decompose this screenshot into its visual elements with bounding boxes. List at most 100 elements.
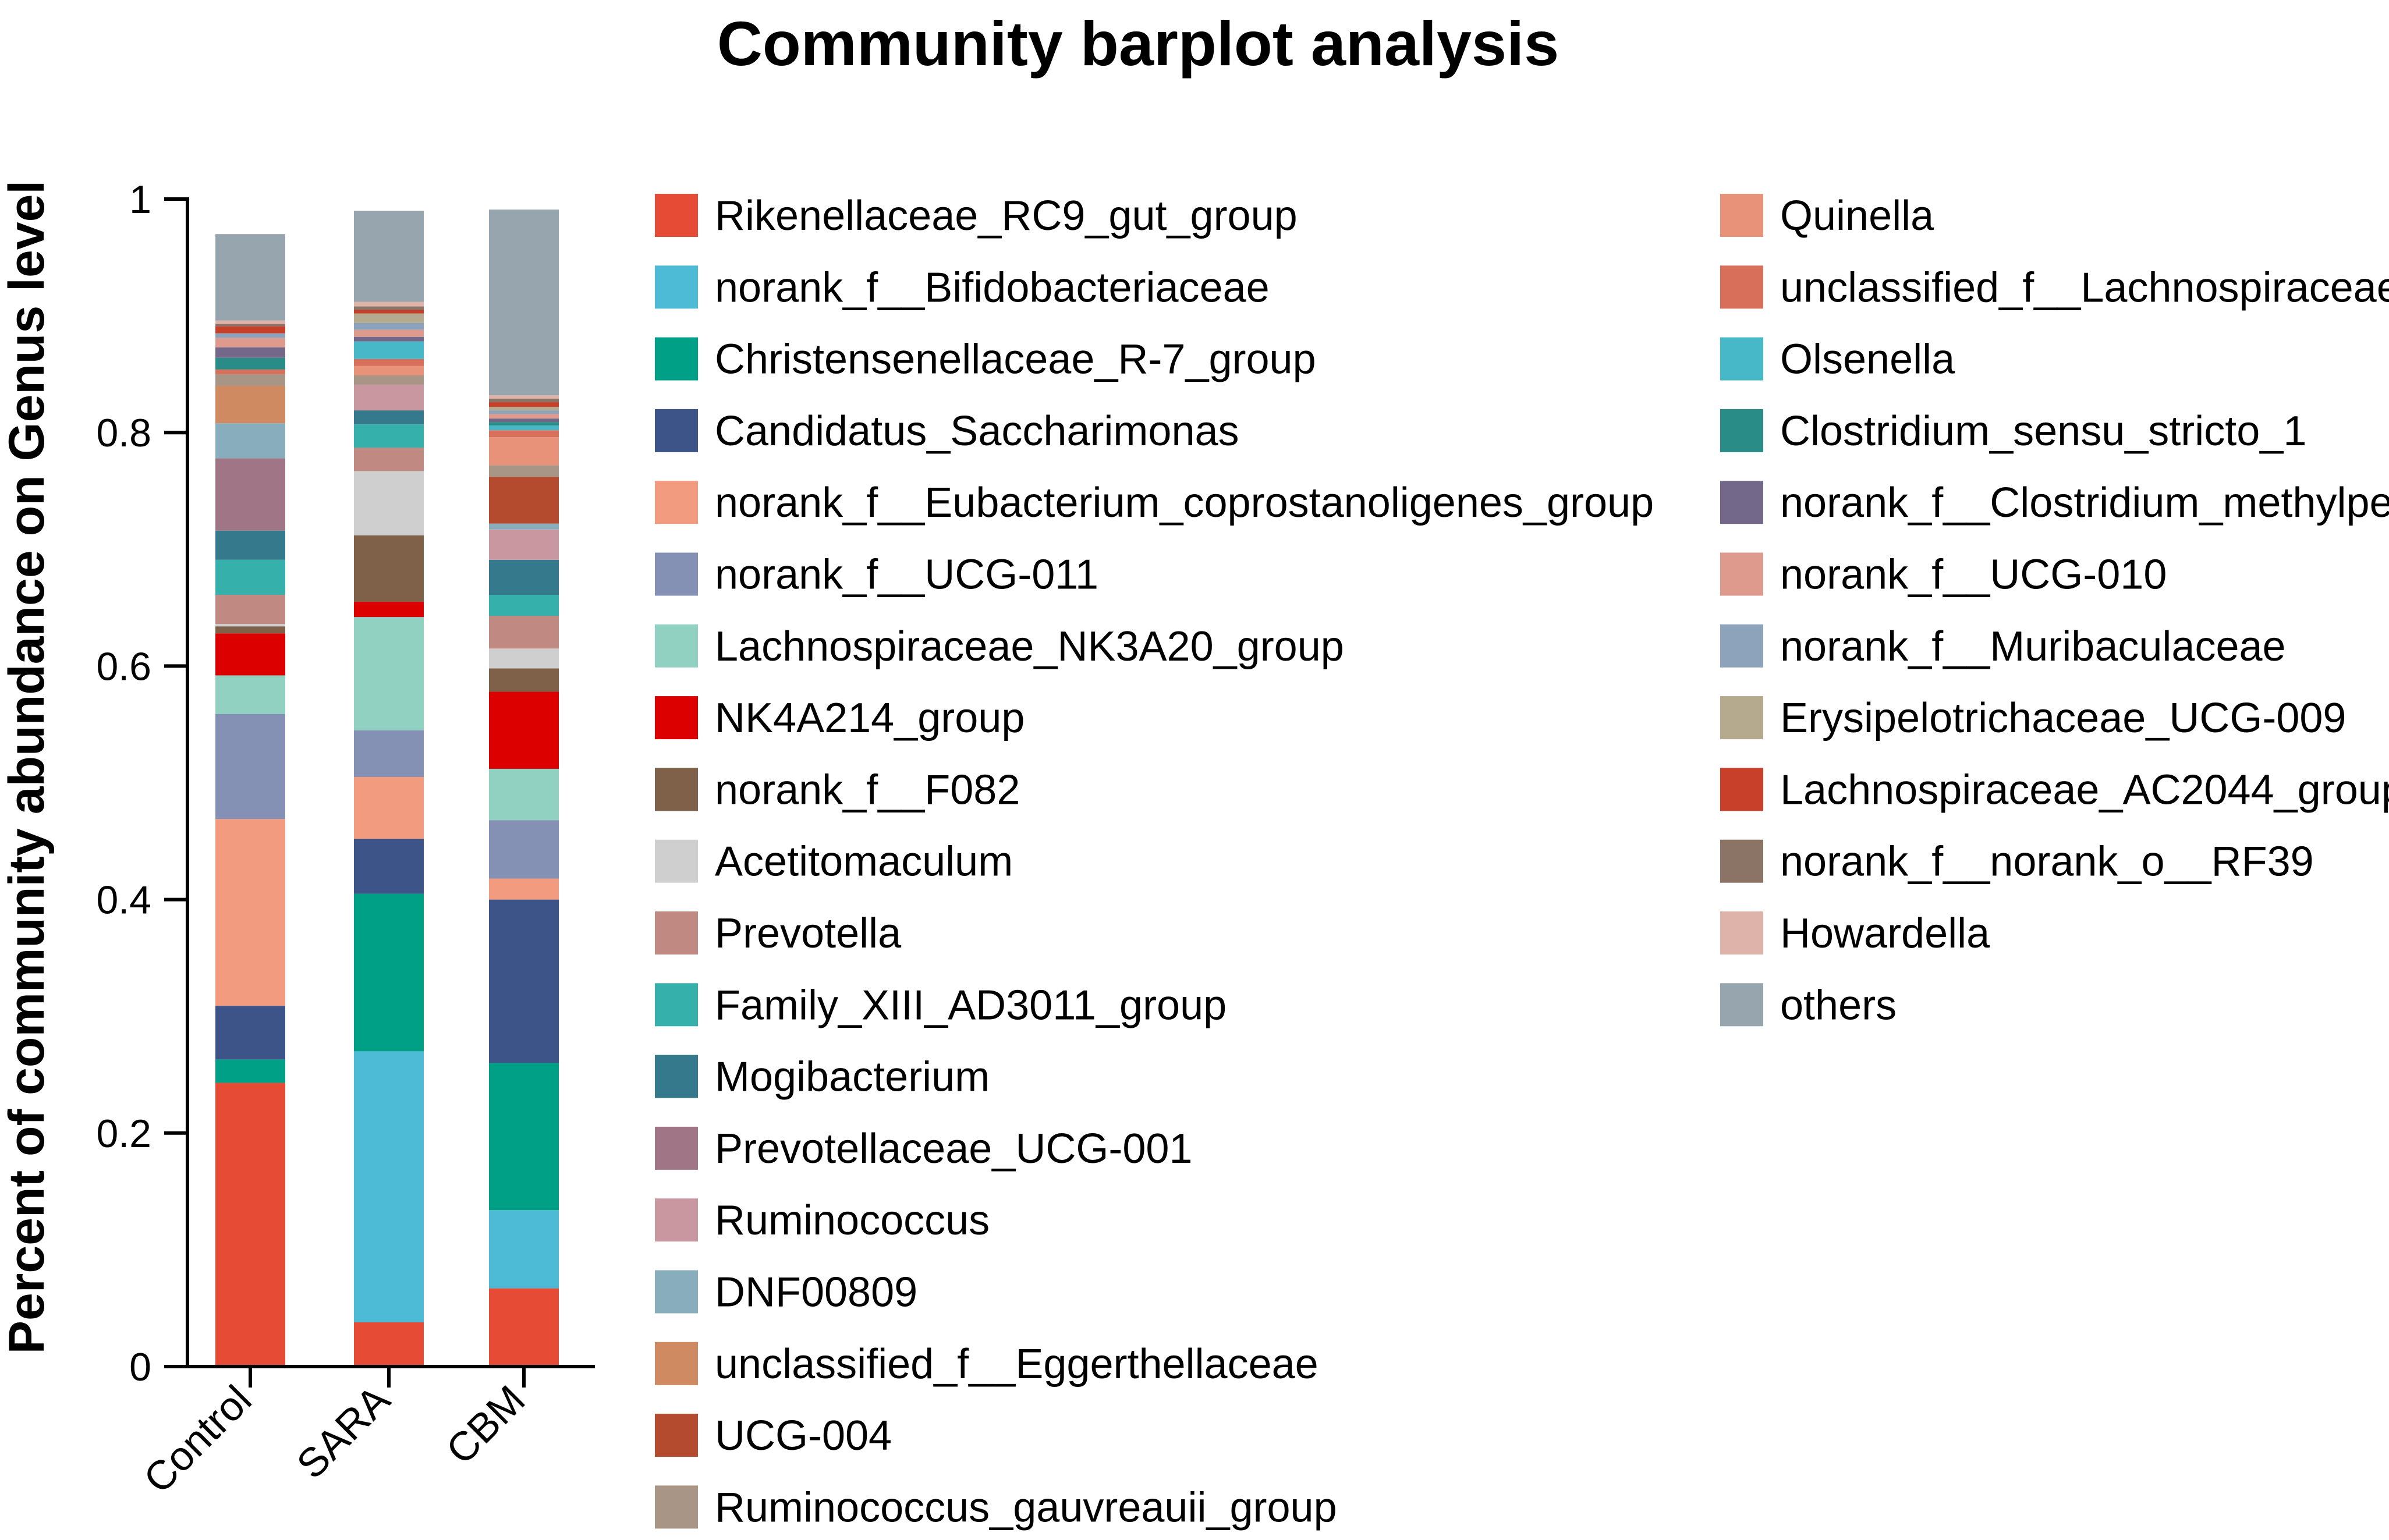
bar-segment-sara-ruminococcus-gauvreauii-group [354,375,424,385]
bar-segment-control-candidatus-saccharimonas [215,1006,285,1060]
bar-segment-sara-candidatus-saccharimonas [354,839,424,894]
legend-item-olsenella: Olsenella [1720,336,1955,383]
legend-item-norank-f-eubacterium-coprostanoligenes-group: norank_f__Eubacterium_coprostanoligenes_… [655,480,1654,526]
legend-label: Family_XIII_AD3011_group [715,982,1227,1028]
legend-item-nk4a214-group: NK4A214_group [655,695,1025,741]
legend-item-quinella: Quinella [1720,193,1934,239]
legend-swatch [655,1055,698,1098]
legend-swatch [1720,409,1763,452]
legend-label: norank_f__Clostridium_methylpentosum_gro… [1780,480,2389,526]
legend-swatch [655,839,698,883]
legend-swatch [655,1126,698,1170]
bar-segment-cbm-erysipelotrichaceae-ucg-009 [489,407,559,411]
bar-segment-control-dnf00809 [215,423,285,459]
legend-label: others [1780,982,1897,1028]
legend-item-norank-f-f082: norank_f__F082 [655,767,1020,813]
bar-segment-sara-erysipelotrichaceae-ucg-009 [354,313,424,323]
bar-segment-cbm-norank-f-eubacterium-coprostanoligenes-group [489,878,559,900]
bar-segment-control-howardella [215,320,285,324]
legend-swatch [1720,983,1763,1027]
bar-segment-cbm-candidatus-saccharimonas [489,899,559,1063]
legend-label: norank_f__UCG-011 [715,552,1098,598]
legend-item-lachnospiraceae-ac2044-group: Lachnospiraceae_AC2044_group [1720,767,2389,813]
legend-label: norank_f__F082 [715,767,1020,813]
legend-swatch [1720,624,1763,668]
legend-label: norank_f__norank_o__RF39 [1780,839,2314,885]
legend-swatch [655,1485,698,1529]
bar-segment-control-ruminococcus-gauvreauii-group [215,374,285,386]
legend-label: Candidatus_Saccharimonas [715,408,1239,455]
bar-segment-sara-christensenellaceae-r-7-group [354,893,424,1052]
legend-item-norank-f-ucg-010: norank_f__UCG-010 [1720,552,2167,598]
bar-segment-control-others [215,234,285,321]
legend-swatch [1720,768,1763,811]
legend-item-dnf00809: DNF00809 [655,1269,917,1316]
legend-label: DNF00809 [715,1269,917,1316]
legend-item-christensenellaceae-r-7-group: Christensenellaceae_R-7_group [655,336,1316,383]
legend-label: Ruminococcus_gauvreauii_group [715,1484,1337,1531]
y-tick-label: 0.8 [96,411,151,455]
bar-segment-sara-norank-f-bifidobacteriaceae [354,1051,424,1322]
bar-segment-cbm-ruminococcus [489,529,559,560]
x-tick-label-sara: SARA [288,1376,399,1487]
legend-item-ucg-004: UCG-004 [655,1413,892,1459]
legend-item-mogibacterium: Mogibacterium [655,1054,990,1101]
bar-segment-cbm-quinella [489,437,559,466]
bar-segment-cbm-norank-f-clostridium-methylpentosum-group [489,418,559,423]
legend-swatch [655,409,698,452]
legend-item-norank-f-ucg-011: norank_f__UCG-011 [655,552,1098,598]
bar-segment-sara-norank-f-ucg-011 [354,730,424,777]
bar-segment-sara-mogibacterium [354,410,424,425]
bar-segment-sara-prevotella [354,448,424,471]
legend-label: norank_f__Muribaculaceae [1780,623,2286,670]
legend-item-lachnospiraceae-nk3a20-group: Lachnospiraceae_NK3A20_group [655,623,1344,670]
bar-segment-sara-others [354,211,424,302]
bar-segment-control-family-xiii-ad3011-group [215,559,285,595]
bar-segment-sara-ruminococcus [354,384,424,411]
bar-segment-control-acetitomaculum [215,624,285,627]
bar-segment-cbm-rikenellaceae-rc9-gut-group [489,1288,559,1367]
bar-segment-control-norank-f-ucg-010 [215,338,285,347]
bar-segment-cbm-norank-f-ucg-010 [489,414,559,419]
legend-label: Howardella [1780,910,1990,957]
legend-item-clostridium-sensu-stricto-1: Clostridium_sensu_stricto_1 [1720,408,2306,455]
legend-group: Rikenellaceae_RC9_gut_group norank_f__Bif… [655,193,2389,1531]
legend-label: Olsenella [1780,336,1955,383]
bar-segment-control-unclassified-f-lachnospiraceae [215,369,285,374]
legend-item-norank-f-bifidobacteriaceae: norank_f__Bifidobacteriaceae [655,264,1270,311]
bar-segment-cbm-lachnospiraceae-nk3a20-group [489,768,559,821]
bar-segment-sara-olsenella [354,341,424,359]
legend-swatch [655,768,698,811]
y-tick-label: 0.6 [96,644,151,689]
y-tick-label: 0.4 [96,878,151,922]
legend-swatch [1720,265,1763,309]
legend-label: Prevotella [715,910,902,957]
bar-segment-cbm-others [489,210,559,396]
bar-segment-control-norank-f-norank-o-rf39 [215,324,285,327]
legend-swatch [655,983,698,1027]
bar-segment-cbm-clostridium-sensu-stricto-1 [489,422,559,426]
legend-swatch [655,624,698,668]
legend-label: Rikenellaceae_RC9_gut_group [715,193,1298,239]
y-tick-label: 0.2 [96,1112,151,1156]
legend-item-family-xiii-ad3011-group: Family_XIII_AD3011_group [655,982,1227,1028]
bar-segment-cbm-norank-f-f082 [489,668,559,692]
legend-swatch [655,1342,698,1385]
bar-segment-sara-norank-f-muribaculaceae [354,322,424,330]
legend-swatch [1720,696,1763,740]
legend-label: norank_f__Eubacterium_coprostanoligenes_… [715,480,1654,526]
bar-segment-control-unclassified-f-eggerthellaceae [215,385,285,424]
bar-segment-sara-nk4a214-group [354,602,424,618]
bar-segment-sara-acetitomaculum [354,471,424,535]
bar-segment-cbm-christensenellaceae-r-7-group [489,1063,559,1211]
legend-item-rikenellaceae-rc9-gut-group: Rikenellaceae_RC9_gut_group [655,193,1298,239]
legend-label: Erysipelotrichaceae_UCG-009 [1780,695,2346,741]
legend-swatch [655,696,698,740]
bar-segment-cbm-unclassified-f-lachnospiraceae [489,430,559,438]
bar-segment-cbm-acetitomaculum [489,648,559,669]
legend-swatch [655,481,698,524]
bar-segment-sara-unclassified-f-lachnospiraceae [354,359,424,366]
bar-segment-cbm-dnf00809 [489,523,559,530]
legend-swatch [655,1198,698,1242]
legend-label: Lachnospiraceae_AC2044_group [1780,767,2389,813]
